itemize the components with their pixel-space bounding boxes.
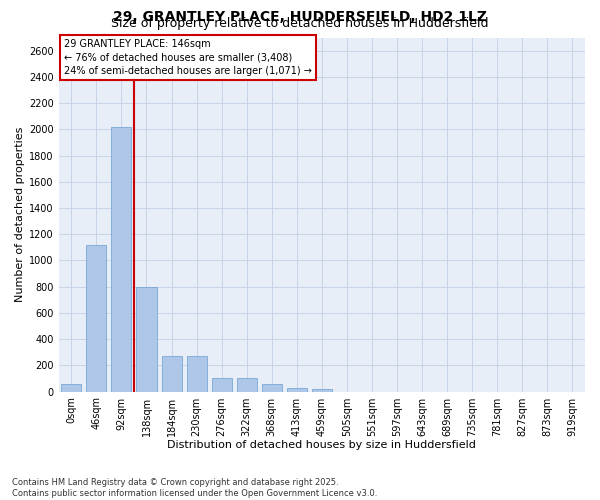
- Bar: [136, 286, 157, 392]
- Bar: [236, 378, 257, 392]
- Text: Size of property relative to detached houses in Huddersfield: Size of property relative to detached ho…: [111, 18, 489, 30]
- Y-axis label: Number of detached properties: Number of detached properties: [15, 127, 25, 302]
- Bar: [312, 389, 332, 392]
- Text: 29 GRANTLEY PLACE: 146sqm
← 76% of detached houses are smaller (3,408)
24% of se: 29 GRANTLEY PLACE: 146sqm ← 76% of detac…: [64, 40, 312, 76]
- Text: Contains HM Land Registry data © Crown copyright and database right 2025.
Contai: Contains HM Land Registry data © Crown c…: [12, 478, 377, 498]
- Bar: [212, 378, 232, 392]
- X-axis label: Distribution of detached houses by size in Huddersfield: Distribution of detached houses by size …: [167, 440, 476, 450]
- Bar: [187, 356, 206, 392]
- Bar: [161, 356, 182, 392]
- Bar: [287, 388, 307, 392]
- Bar: [86, 244, 106, 392]
- Text: 29, GRANTLEY PLACE, HUDDERSFIELD, HD2 1LZ: 29, GRANTLEY PLACE, HUDDERSFIELD, HD2 1L…: [113, 10, 487, 24]
- Bar: [61, 384, 82, 392]
- Bar: [262, 384, 282, 392]
- Bar: [112, 126, 131, 392]
